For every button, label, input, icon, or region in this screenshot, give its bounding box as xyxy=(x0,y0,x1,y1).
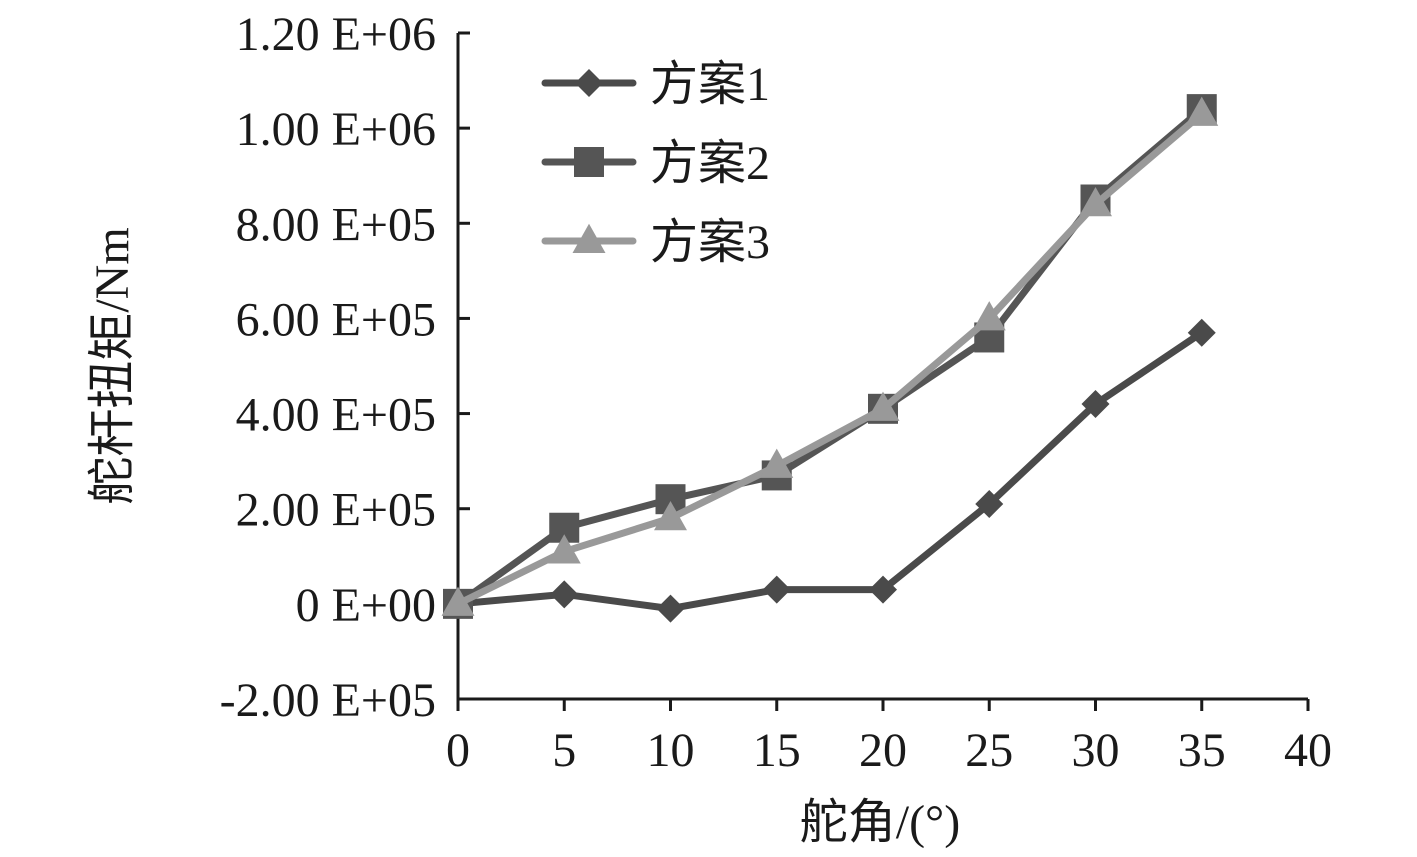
y-axis-title: 舵杆扭矩/Nm xyxy=(86,227,139,504)
x-tick-label: 5 xyxy=(552,724,576,777)
x-axis-title: 舵角/(°) xyxy=(800,796,961,849)
y-tick-label: 0 E+00 xyxy=(296,579,436,632)
legend-marker xyxy=(572,223,606,253)
data-point xyxy=(1187,318,1216,347)
data-point xyxy=(975,489,1004,518)
y-ticks: -2.00 E+05 0 E+00 2.00 E+05 4.00 E+05 6.00 E… xyxy=(220,8,470,727)
legend-item: 方案2 xyxy=(541,137,770,190)
series-line xyxy=(454,329,1206,613)
data-point xyxy=(547,534,581,564)
legend-item: 方案1 xyxy=(541,58,770,111)
data-point xyxy=(654,500,687,531)
data-point xyxy=(1081,390,1110,419)
x-tick-label: 35 xyxy=(1178,724,1226,777)
x-tick-label: 10 xyxy=(647,724,695,777)
data-point xyxy=(869,575,897,604)
legend-item: 方案3 xyxy=(541,216,770,269)
y-tick-label: -2.00 E+05 xyxy=(220,674,436,727)
data-point xyxy=(656,594,685,623)
data-point xyxy=(762,575,791,604)
series-1 xyxy=(444,318,1216,623)
x-tick-label: 15 xyxy=(753,724,801,777)
y-tick-label: 8.00 E+05 xyxy=(236,198,436,251)
x-tick-label: 20 xyxy=(859,724,907,777)
series-2 xyxy=(443,94,1217,619)
series-line xyxy=(454,110,1206,608)
series-3 xyxy=(441,96,1219,616)
data-point xyxy=(972,301,1006,331)
data-point xyxy=(441,586,475,616)
series-lines xyxy=(441,94,1219,623)
data-point xyxy=(866,391,900,421)
legend-marker xyxy=(575,69,603,97)
y-tick-label: 4.00 E+05 xyxy=(236,389,436,442)
x-tick-label: 25 xyxy=(965,724,1013,777)
y-tick-label: 1.00 E+06 xyxy=(236,103,436,156)
x-tick-label: 40 xyxy=(1284,724,1332,777)
legend-label: 方案3 xyxy=(650,216,770,269)
legend-marker xyxy=(574,147,604,177)
x-ticks: 0 5 10 15 20 25 30 35 40 xyxy=(446,699,1332,777)
legend-label: 方案1 xyxy=(650,58,770,111)
data-point xyxy=(1079,187,1112,217)
x-tick-label: 0 xyxy=(446,724,470,777)
data-point xyxy=(760,448,794,478)
data-point xyxy=(1185,96,1219,126)
x-tick-label: 30 xyxy=(1072,724,1120,777)
y-tick-label: 6.00 E+05 xyxy=(236,293,436,346)
legend-label: 方案2 xyxy=(650,137,770,190)
legend: 方案1 方案2 方案3 xyxy=(541,58,770,269)
data-point xyxy=(550,580,579,609)
y-tick-label: 1.20 E+06 xyxy=(236,8,436,61)
y-tick-label: 2.00 E+05 xyxy=(236,484,436,537)
